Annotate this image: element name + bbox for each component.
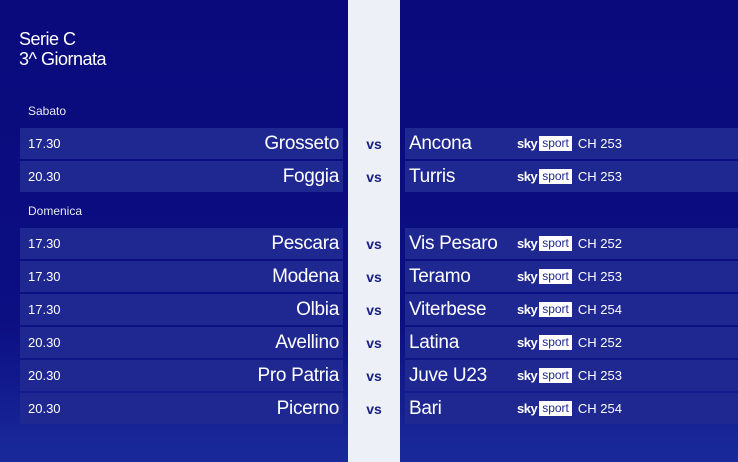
match-row-away: Ancona sky sport CH 253 — [405, 128, 738, 159]
home-team: Grosseto — [264, 133, 339, 154]
match-row-away: Viterbese sky sport CH 254 — [405, 294, 738, 325]
sport-logo-text: sport — [539, 302, 572, 317]
match-row-away: Bari sky sport CH 254 — [405, 393, 738, 424]
kickoff-time: 20.30 — [28, 335, 61, 350]
sport-logo-text: sport — [539, 269, 572, 284]
vs-label: vs — [366, 269, 382, 285]
sky-logo-text: sky — [517, 136, 538, 151]
sky-sport-logo: sky sport CH 253 — [517, 368, 622, 383]
kickoff-time: 20.30 — [28, 368, 61, 383]
away-team: Latina — [409, 332, 459, 353]
match-row-away: Turris sky sport CH 253 — [405, 161, 738, 192]
channel: CH 254 — [577, 302, 622, 317]
center-divider — [348, 0, 400, 462]
kickoff-time: 17.30 — [28, 269, 61, 284]
match-row-home: 17.30 Pescara — [20, 228, 343, 259]
match-row-home: 20.30 Avellino — [20, 327, 343, 358]
sky-sport-logo: sky sport CH 254 — [517, 401, 622, 416]
sky-sport-logo: sky sport CH 254 — [517, 302, 622, 317]
kickoff-time: 17.30 — [28, 236, 61, 251]
match-row-home: 20.30 Foggia — [20, 161, 343, 192]
channel: CH 253 — [577, 136, 622, 151]
away-team: Juve U23 — [409, 365, 487, 386]
away-team: Ancona — [409, 133, 472, 154]
channel: CH 253 — [577, 368, 622, 383]
home-team: Picerno — [276, 398, 340, 419]
page-title: Serie C 3^ Giornata — [19, 29, 107, 69]
sport-logo-text: sport — [539, 368, 572, 383]
sky-sport-logo: sky sport CH 253 — [517, 169, 622, 184]
home-team: Olbia — [296, 299, 339, 320]
sky-sport-logo: sky sport CH 253 — [517, 269, 622, 284]
match-row-home: 17.30 Modena — [20, 261, 343, 292]
kickoff-time: 20.30 — [28, 169, 61, 184]
channel: CH 253 — [577, 269, 622, 284]
match-row-away: Teramo sky sport CH 253 — [405, 261, 738, 292]
home-team: Foggia — [282, 166, 340, 187]
vs-label: vs — [366, 136, 382, 152]
home-team: Modena — [272, 266, 339, 287]
match-row-home: 20.30 Picerno — [20, 393, 343, 424]
match-row-home: 17.30 Olbia — [20, 294, 343, 325]
sport-logo-text: sport — [539, 236, 572, 251]
match-row-away: Latina sky sport CH 252 — [405, 327, 738, 358]
sky-logo-text: sky — [517, 368, 538, 383]
kickoff-time: 17.30 — [28, 302, 61, 317]
sky-logo-text: sky — [517, 269, 538, 284]
sport-logo-text: sport — [539, 169, 572, 184]
away-team: Turris — [409, 166, 456, 187]
channel: CH 254 — [577, 401, 622, 416]
away-team: Vis Pesaro — [409, 233, 498, 254]
sky-sport-logo: sky sport CH 253 — [517, 136, 622, 151]
vs-label: vs — [366, 169, 382, 185]
matchday: 3^ Giornata — [19, 49, 107, 69]
match-row-away: Vis Pesaro sky sport CH 252 — [405, 228, 738, 259]
competition-name: Serie C — [19, 29, 76, 49]
vs-label: vs — [366, 236, 382, 252]
match-row-home: 17.30 Grosseto — [20, 128, 343, 159]
sport-logo-text: sport — [539, 335, 572, 350]
sky-logo-text: sky — [517, 401, 538, 416]
sky-logo-text: sky — [517, 335, 538, 350]
sky-logo-text: sky — [517, 236, 538, 251]
away-team: Teramo — [409, 266, 471, 287]
channel: CH 252 — [577, 236, 622, 251]
home-team: Avellino — [275, 332, 339, 353]
match-row-away: Juve U23 sky sport CH 253 — [405, 360, 738, 391]
vs-label: vs — [366, 401, 382, 417]
away-team: Bari — [409, 398, 442, 419]
sport-logo-text: sport — [539, 401, 572, 416]
match-row-home: 20.30 Pro Patria — [20, 360, 343, 391]
sky-sport-logo: sky sport CH 252 — [517, 236, 622, 251]
sky-logo-text: sky — [517, 169, 538, 184]
kickoff-time: 17.30 — [28, 136, 61, 151]
vs-label: vs — [366, 302, 382, 318]
sky-sport-logo: sky sport CH 252 — [517, 335, 622, 350]
home-team: Pescara — [271, 233, 339, 254]
away-team: Viterbese — [409, 299, 487, 320]
day-label: Sabato — [28, 104, 67, 118]
kickoff-time: 20.30 — [28, 401, 61, 416]
home-team: Pro Patria — [257, 365, 340, 386]
sport-logo-text: sport — [539, 136, 572, 151]
day-label: Domenica — [28, 204, 83, 218]
sky-logo-text: sky — [517, 302, 538, 317]
channel: CH 252 — [577, 335, 622, 350]
vs-label: vs — [366, 368, 382, 384]
channel: CH 253 — [577, 169, 622, 184]
vs-label: vs — [366, 335, 382, 351]
